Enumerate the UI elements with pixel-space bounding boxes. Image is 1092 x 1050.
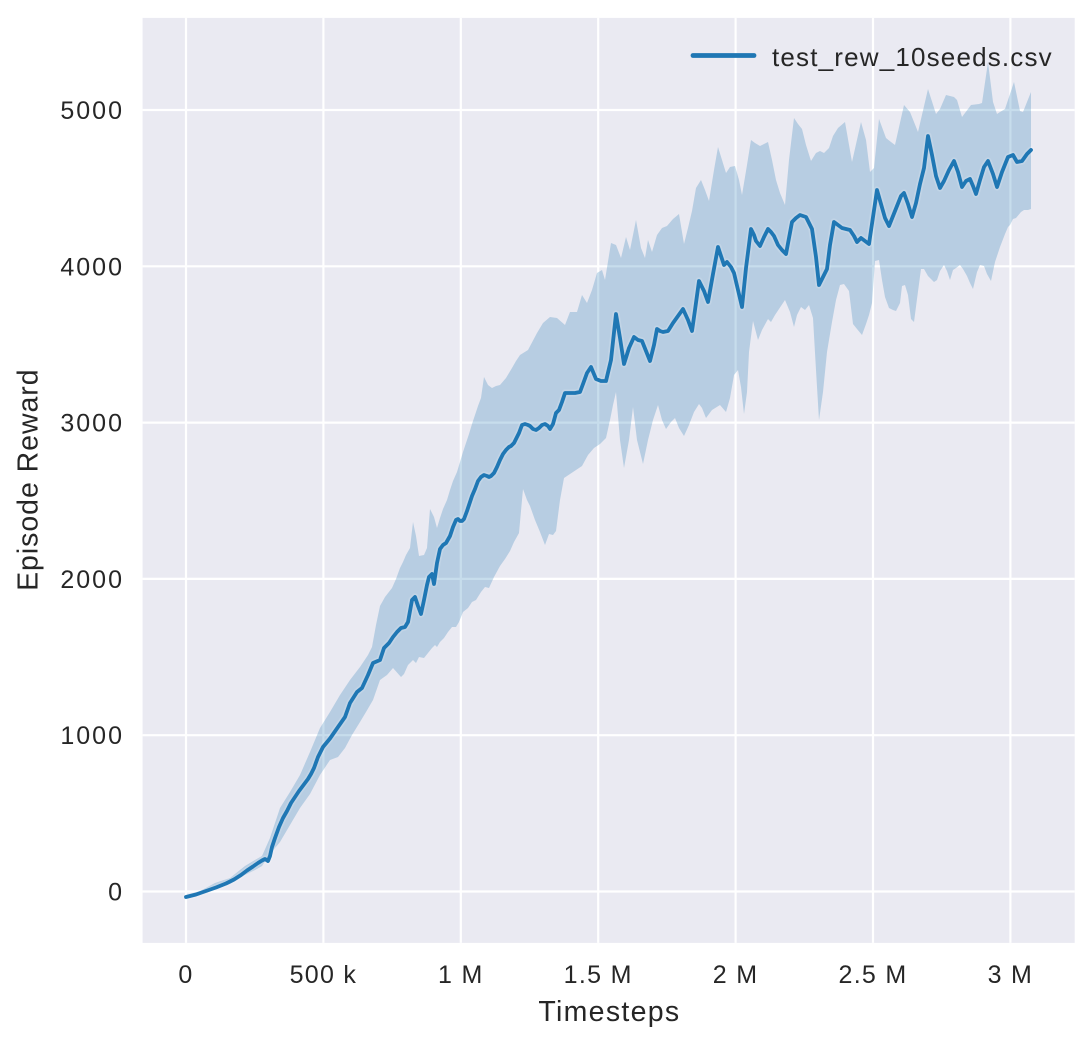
- svg-text:3 M: 3 M: [988, 961, 1034, 989]
- svg-text:test_rew_10seeds.csv: test_rew_10seeds.csv: [772, 42, 1053, 72]
- svg-text:Episode Reward: Episode Reward: [12, 368, 44, 590]
- svg-text:1.5 M: 1.5 M: [564, 961, 633, 989]
- svg-text:0: 0: [108, 879, 124, 907]
- svg-text:1000: 1000: [60, 722, 124, 750]
- svg-text:2 M: 2 M: [713, 961, 759, 989]
- svg-text:Timesteps: Timesteps: [538, 996, 680, 1028]
- svg-text:500 k: 500 k: [290, 961, 358, 989]
- svg-text:3000: 3000: [60, 410, 124, 438]
- svg-text:4000: 4000: [60, 253, 124, 281]
- svg-text:2000: 2000: [60, 566, 124, 594]
- svg-text:5000: 5000: [60, 97, 124, 125]
- svg-text:2.5 M: 2.5 M: [838, 961, 907, 989]
- svg-text:0: 0: [178, 961, 193, 989]
- svg-text:1 M: 1 M: [438, 961, 484, 989]
